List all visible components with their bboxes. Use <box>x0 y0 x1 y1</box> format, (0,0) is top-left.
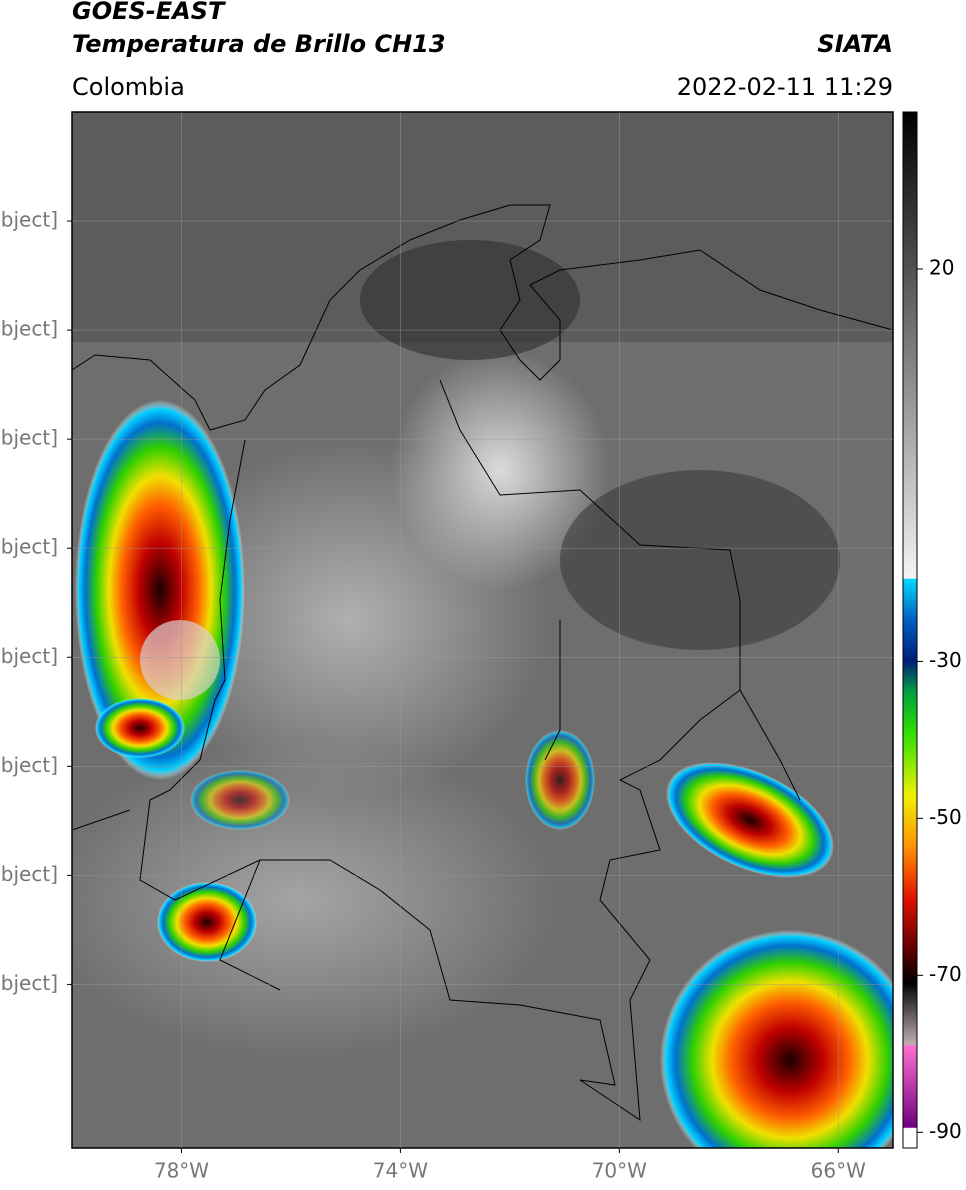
colorbar-tick-label: 20 <box>929 255 954 279</box>
colorbar-tick-label: -70 <box>929 962 962 986</box>
colorbar-tick-label: -30 <box>929 648 962 672</box>
datetime: 2022-02-11 11:29 <box>677 73 893 101</box>
colorbar <box>902 111 918 1149</box>
lat-tick-label: [object Object] <box>0 971 58 995</box>
lat-tick-label: [object Object] <box>0 644 58 668</box>
imagery <box>72 112 893 1148</box>
source: SIATA <box>817 30 893 58</box>
map-frame <box>71 111 894 1149</box>
lon-tick-label: 74°W <box>373 1159 428 1183</box>
lat-tick-label: [object Object] <box>0 535 58 559</box>
region: Colombia <box>72 73 185 101</box>
lat-tick-label: [object Object] <box>0 862 58 886</box>
lon-tick-label: 66°W <box>811 1159 866 1183</box>
lon-tick-label: 78°W <box>154 1159 209 1183</box>
lon-tick-label: 70°W <box>592 1159 647 1183</box>
colorbar-tick-label: -90 <box>929 1119 962 1143</box>
lat-tick-label: [object Object] <box>0 753 58 777</box>
lat-tick-label: [object Object] <box>0 317 58 341</box>
product: Temperatura de Brillo CH13 <box>72 30 446 58</box>
lat-tick-label: [object Object] <box>0 426 58 450</box>
satellite: GOES-EAST <box>72 0 226 25</box>
colorbar-tick-label: -50 <box>929 805 962 829</box>
lat-tick-label: [object Object] <box>0 208 58 232</box>
